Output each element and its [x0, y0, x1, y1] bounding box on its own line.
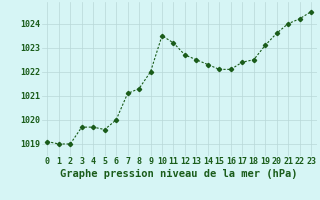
- X-axis label: Graphe pression niveau de la mer (hPa): Graphe pression niveau de la mer (hPa): [60, 169, 298, 179]
